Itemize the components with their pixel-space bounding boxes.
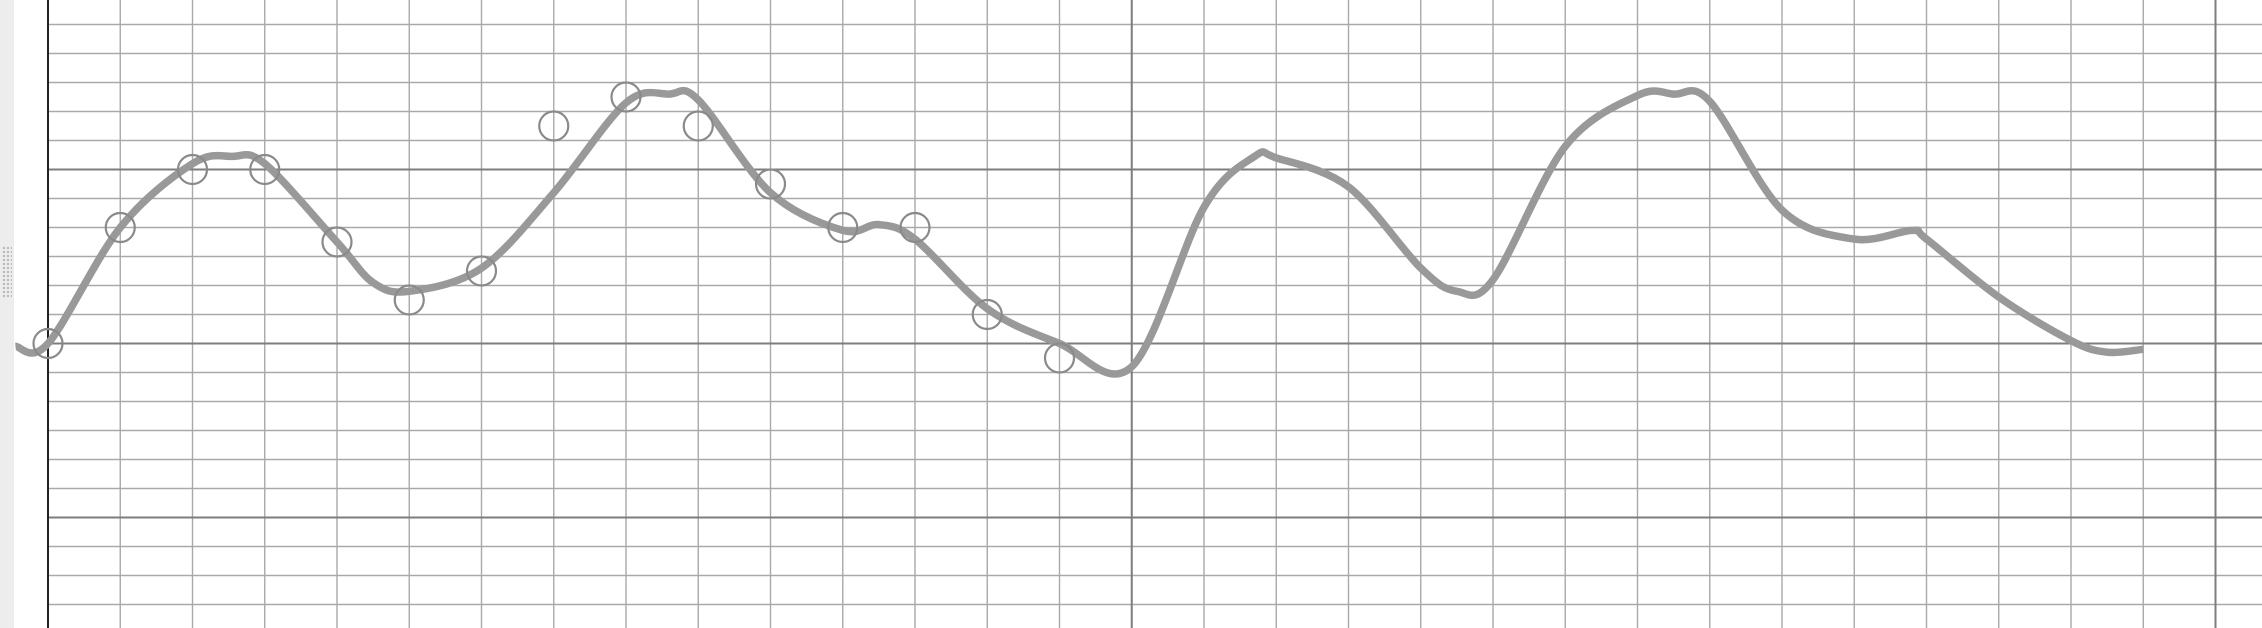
left-panel-strip xyxy=(0,0,14,628)
data-point-marker xyxy=(104,211,136,244)
data-point-marker xyxy=(249,153,281,186)
data-point-marker xyxy=(899,211,931,244)
data-point-marker xyxy=(610,81,642,113)
resize-grip-icon[interactable] xyxy=(2,246,12,298)
data-point-marker xyxy=(682,110,714,142)
data-point-marker xyxy=(971,298,1003,331)
data-point-marker xyxy=(754,168,787,200)
data-point-marker xyxy=(1043,342,1076,374)
curve-line xyxy=(14,86,2144,378)
curve-layer xyxy=(14,86,2144,378)
data-point-marker xyxy=(176,153,209,186)
data-point-marker xyxy=(827,211,859,244)
marker-layer xyxy=(32,81,1076,374)
data-point-marker xyxy=(321,226,353,258)
minor-grid xyxy=(47,0,2262,628)
data-point-marker xyxy=(538,110,570,142)
data-point-marker xyxy=(393,284,425,316)
major-grid xyxy=(48,0,2262,628)
data-point-marker xyxy=(465,255,498,287)
data-point-marker xyxy=(32,327,64,360)
